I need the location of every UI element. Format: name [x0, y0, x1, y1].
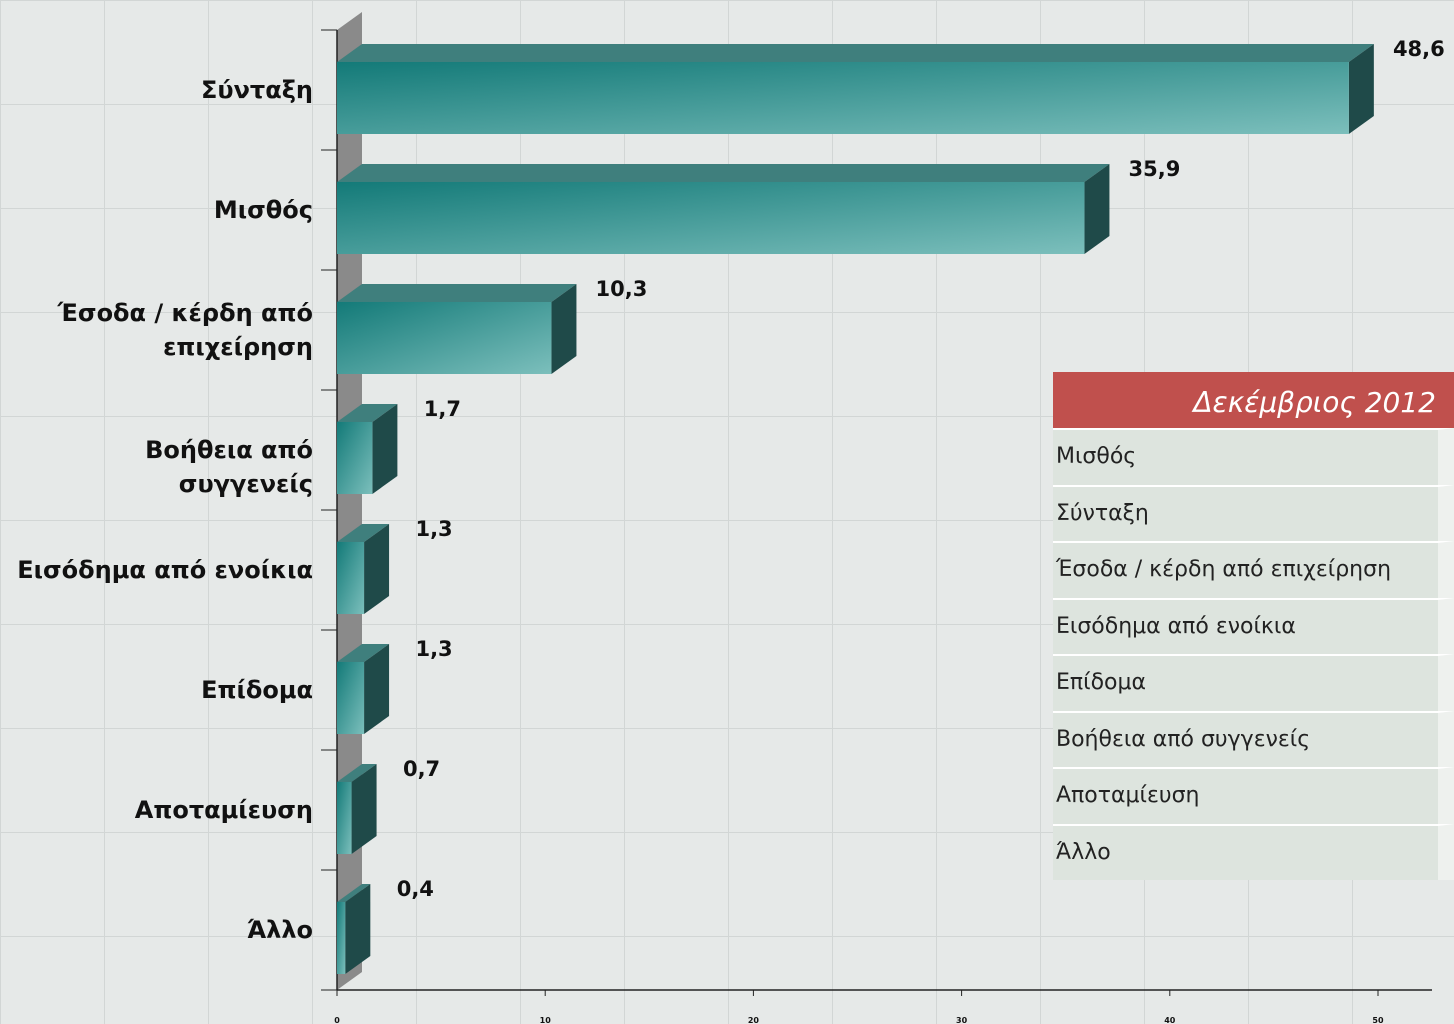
bar [337, 902, 345, 974]
value-label: 1,3 [415, 637, 452, 661]
category-label: Μισθός [13, 193, 313, 227]
bar [337, 62, 1349, 134]
table-title: Δεκέμβριος 2012 [1053, 372, 1454, 428]
bar [337, 542, 364, 614]
table-row: Βοήθεια από συγγενείς [1053, 711, 1454, 768]
table-row: Εισόδημα από ενοίκια [1053, 598, 1454, 655]
value-label: 1,3 [415, 517, 452, 541]
category-label: Σύνταξη [13, 73, 313, 107]
table-row: Αποταμίευση [1053, 767, 1454, 824]
x-tick-label: 50 [1372, 1016, 1384, 1024]
table-row: Άλλο [1053, 824, 1454, 881]
bar [337, 422, 372, 494]
value-label: 48,6 [1393, 37, 1445, 61]
bar [337, 302, 551, 374]
x-tick-label: 20 [748, 1016, 760, 1024]
bar [337, 182, 1084, 254]
value-label: 0,4 [397, 877, 434, 901]
value-label: 10,3 [596, 277, 648, 301]
table-row: Μισθός [1053, 428, 1454, 485]
x-tick-label: 10 [540, 1016, 552, 1024]
x-tick-label: 0 [334, 1016, 340, 1024]
category-label: Αποταμίευση [13, 793, 313, 827]
value-label: 35,9 [1129, 157, 1181, 181]
bar-top [337, 44, 1374, 62]
bar-top [337, 284, 576, 302]
x-tick-label: 40 [1164, 1016, 1176, 1024]
category-label: Άλλο [13, 913, 313, 947]
category-label: Έσοδα / κέρδη από επιχείρηση [13, 296, 313, 364]
value-label: 0,7 [403, 757, 440, 781]
page: 0 10 20 30 40 50 48,6 35,9 10,3 1,7 1,3 1,3 0,7 0,4 Δ… [0, 0, 1454, 1024]
bar [337, 662, 364, 734]
bar [337, 782, 352, 854]
category-label: Βοήθεια από συγγενείς [13, 433, 313, 501]
table-row: Σύνταξη [1053, 485, 1454, 542]
table-row: Επίδομα [1053, 654, 1454, 711]
value-label: 1,7 [424, 397, 461, 421]
category-label: Εισόδημα από ενοίκια [13, 553, 313, 587]
table-row: Έσοδα / κέρδη από επιχείρηση [1053, 541, 1454, 598]
bar-top [337, 164, 1109, 182]
category-label: Επίδομα [13, 673, 313, 707]
x-tick-label: 30 [956, 1016, 968, 1024]
